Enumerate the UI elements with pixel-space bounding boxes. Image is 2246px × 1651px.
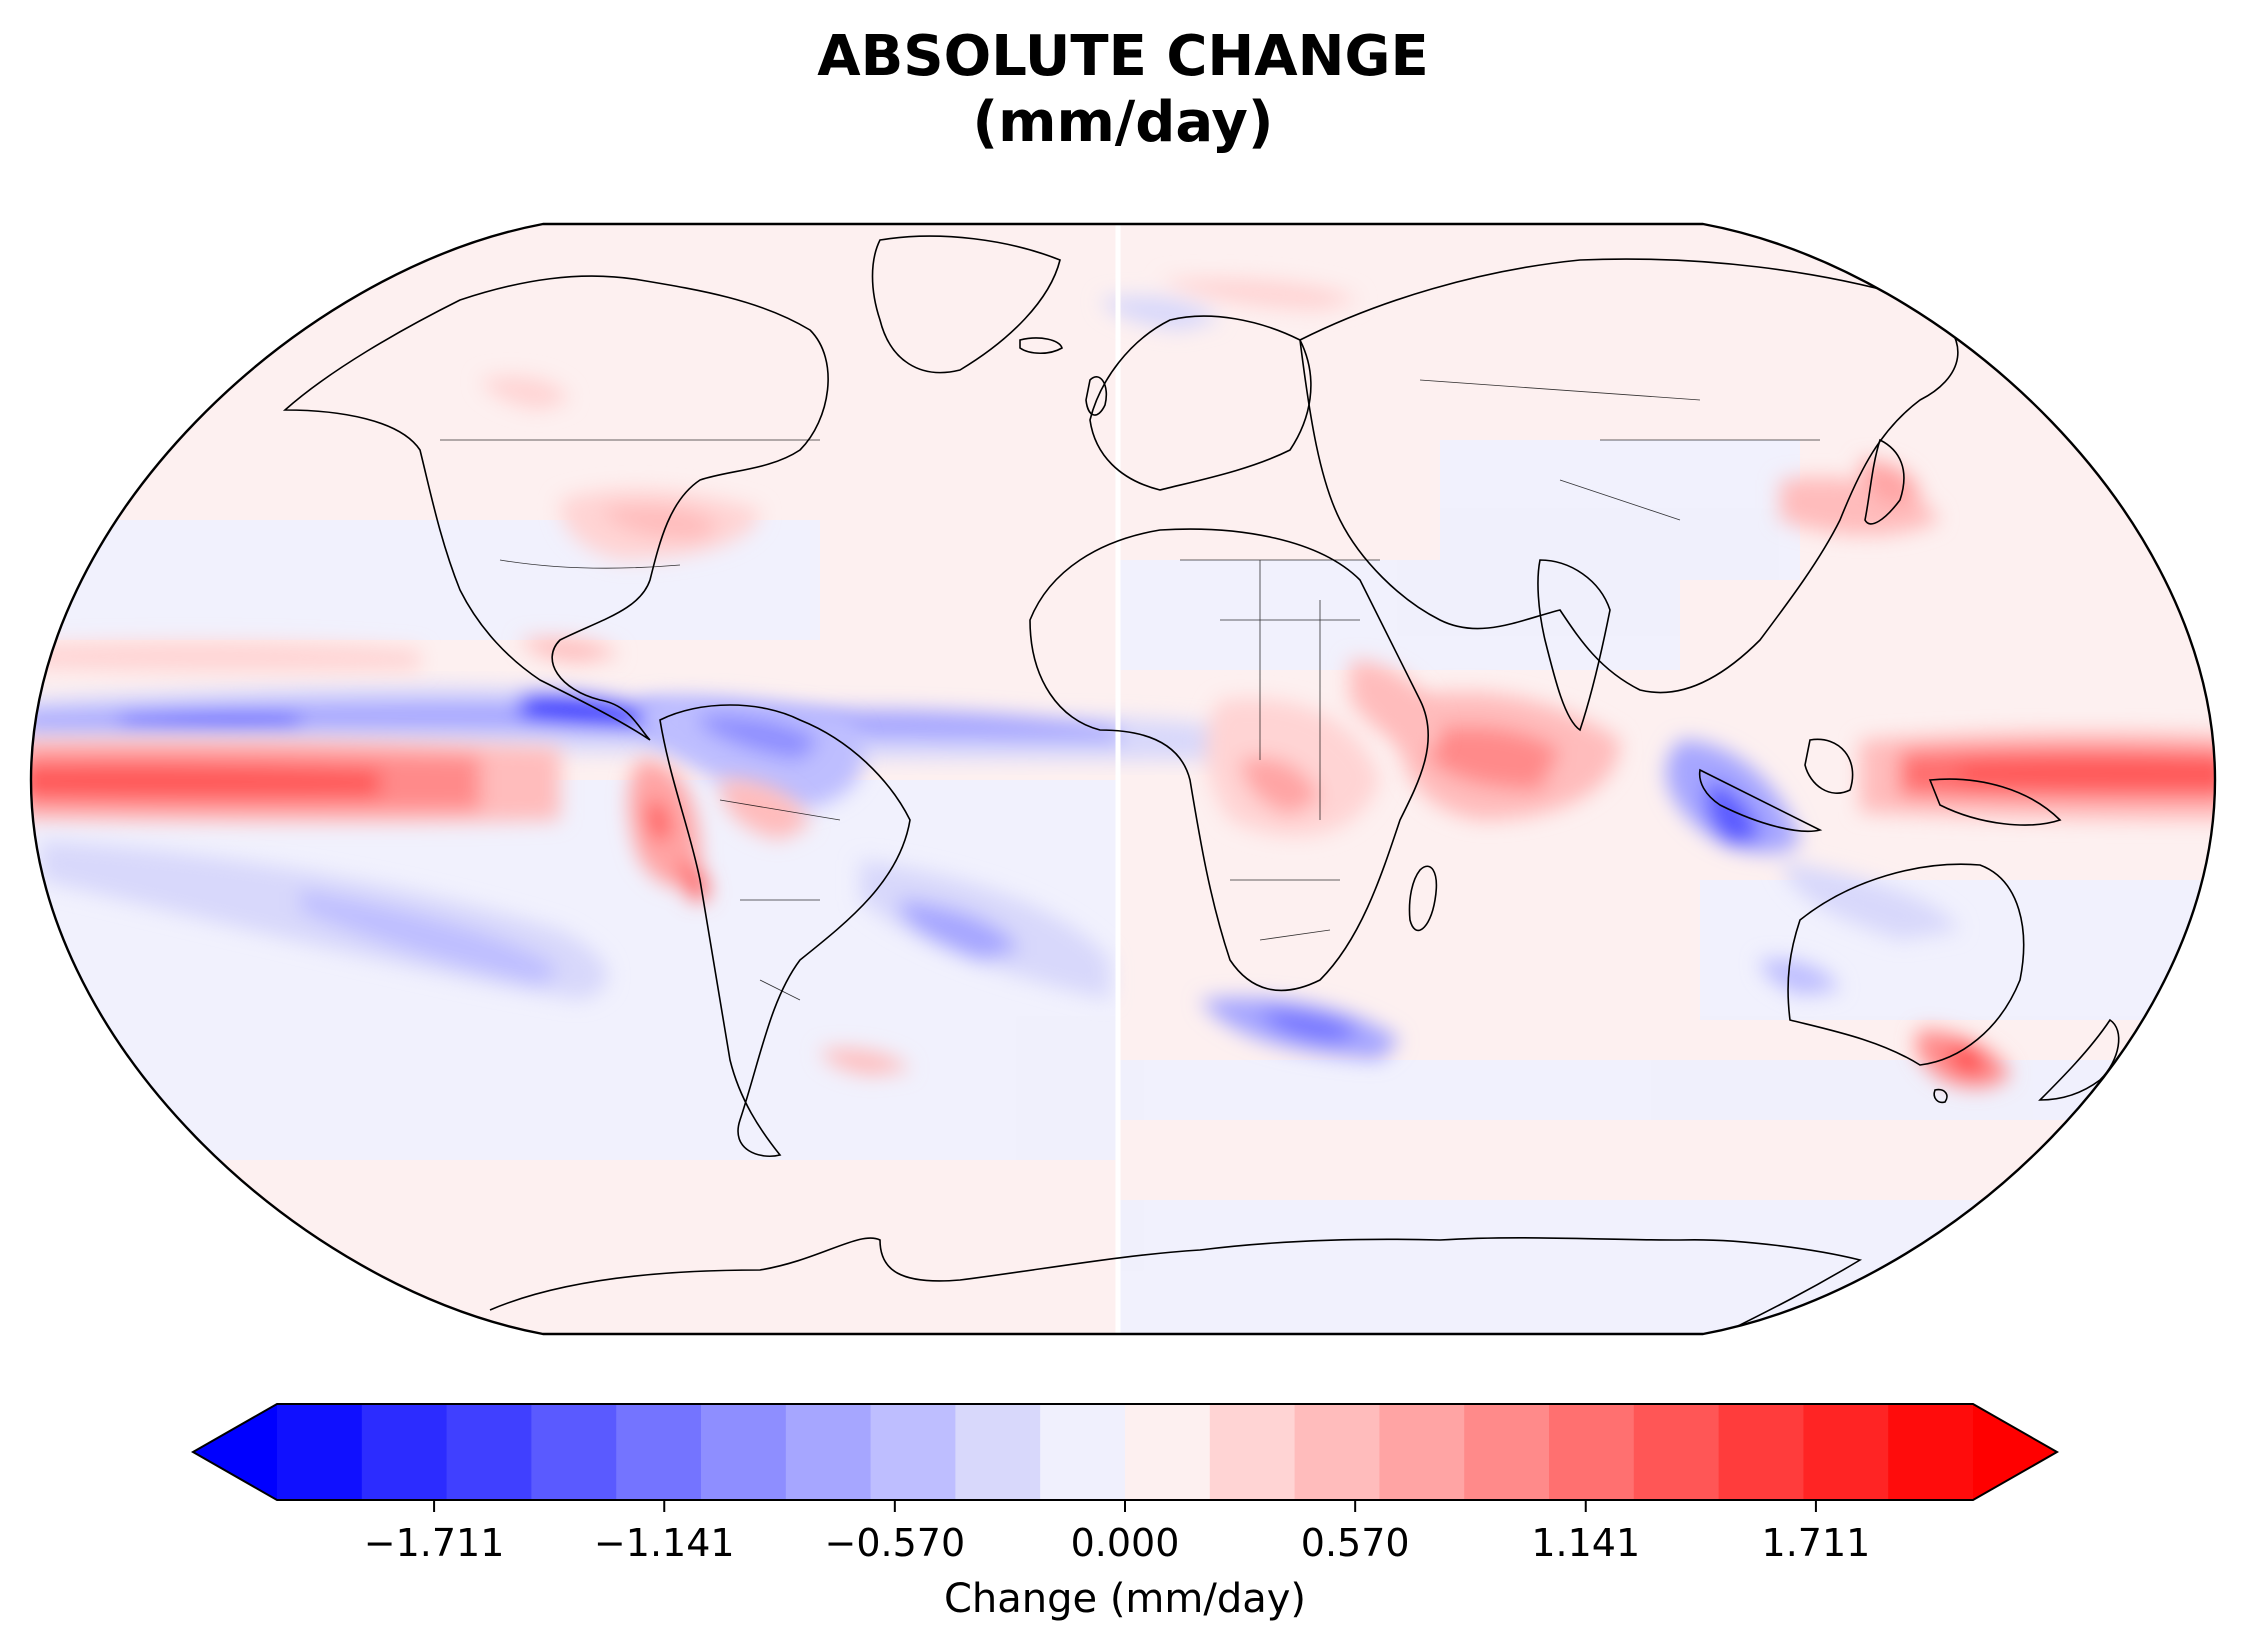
coastline-tasmania [1933,1088,1948,1104]
colorbar: −1.711 −1.141 −0.570 0.000 0.570 1.141 1.711 C… [190,1403,2060,1622]
colorbar-swatch [785,1404,872,1500]
field-pacific-red-band [31,641,560,823]
coastline-antarctica [489,1236,1863,1331]
coastline-new-zealand [2038,1018,2120,1101]
coastline-europe [1089,315,1312,491]
colorbar-ticks: −1.711 −1.141 −0.570 0.000 0.570 1.141 1.711 [364,1500,1871,1565]
field-indian-ocean [1398,692,2215,940]
colorbar-swatch [361,1404,448,1500]
colorbar-swatch [1379,1404,1465,1500]
colorbar-under-arrow [193,1404,277,1500]
coastline-india [1537,559,1611,732]
chart-title: ABSOLUTE CHANGE (mm/day) [0,24,2246,156]
field-atlantic-blue [640,696,864,810]
colorbar-swatch [1803,1404,1889,1500]
colorbar-swatch [1464,1404,1550,1500]
field-south-america [628,760,910,1075]
coastlines [282,235,2120,1331]
coastline-borneo [1804,738,1854,794]
coastline-asia [1299,258,1959,694]
field-africa [1200,660,1440,1060]
colorbar-swatch [1209,1404,1296,1500]
coastline-south-america [659,704,911,1157]
colorbar-swatch [955,1404,1041,1500]
colorbar-label: Change (mm/day) [944,1576,1306,1622]
colorbar-tick-label: −1.141 [594,1521,735,1565]
coastline-north-america [282,275,829,741]
colorbar-swatches [277,1404,1974,1500]
colorbar-outline [190,1403,2060,1501]
colorbar-swatch [446,1404,532,1500]
coastline-iceland [1019,337,1063,355]
coastline-africa [1029,528,1429,992]
title-line-2: (mm/day) [972,90,1274,155]
colorbar-swatch [1040,1404,1126,1500]
colorbar-swatch [701,1404,787,1500]
colorbar-swatch [1125,1404,1211,1500]
colorbar-over-arrow [1973,1404,2057,1500]
field-south-pacific-blue [40,840,1110,1000]
coastline-japan [1864,438,1905,525]
colorbar-tick-label: −0.570 [825,1521,966,1565]
colorbar-swatch [277,1404,363,1500]
colorbar-tick-label: 1.711 [1762,1521,1871,1565]
title-line-1: ABSOLUTE CHANGE [817,24,1429,89]
country-borders [440,379,1820,1001]
field-northern [480,278,1940,662]
colorbar-swatch [1633,1404,1720,1500]
coastline-indonesia [1698,768,1823,833]
colorbar-tick-label: 0.000 [1071,1521,1180,1565]
coastline-madagascar [1408,865,1438,932]
colorbar-swatch [1549,1404,1635,1500]
precipitation-change-field [31,224,2215,1334]
map-frame [29,222,2217,1336]
colorbar-swatch [616,1404,702,1500]
colorbar-tick-label: −1.711 [364,1521,505,1565]
colorbar-tick-label: 0.570 [1301,1521,1410,1565]
coastline-greenland [871,235,1061,374]
coastline-australia [1787,863,2025,1066]
colorbar-swatch [531,1404,617,1500]
colorbar-swatch [1294,1404,1380,1500]
colorbar-swatch [870,1404,956,1500]
colorbar-swatch [1718,1404,1804,1500]
coastline-uk [1085,376,1108,416]
colorbar-tick-label: 1.141 [1531,1521,1640,1565]
colorbar-swatch [1888,1404,1974,1500]
coastline-new-guinea [1928,778,2062,826]
